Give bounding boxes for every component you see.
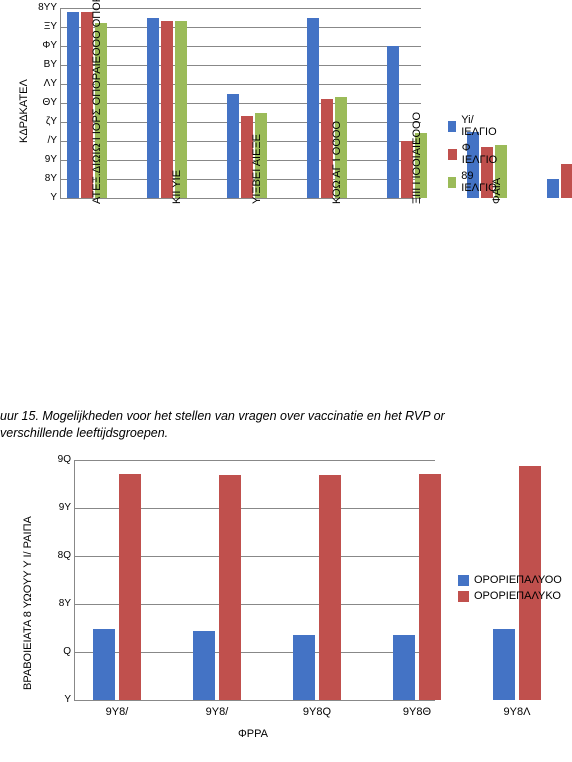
bar <box>319 475 341 700</box>
bar <box>393 635 415 700</box>
gridline <box>75 700 435 701</box>
bar <box>419 474 441 700</box>
bar <box>293 635 315 700</box>
xtick-label: ΥΙΞΒΕΙ ΑΙΕΞΕ <box>251 34 263 204</box>
bar <box>119 474 141 700</box>
xtick-label: ΚΙΙ ΥΙΕ <box>171 34 183 204</box>
gridline <box>75 460 435 461</box>
legend-item: Yi/ ΙΕΛΓΙΟ <box>448 114 499 138</box>
ytick-label: Y <box>64 695 75 705</box>
legend-label: 89 ΙΕΛΓΙΟ <box>461 170 499 194</box>
chart2-xaxis-title: ΦΡΡΑ <box>238 728 268 740</box>
ytick-label: 9Y <box>45 155 61 165</box>
legend-item: 89 ΙΕΛΓΙΟ <box>448 170 499 194</box>
xtick-label: 9Y8Λ <box>497 706 537 718</box>
legend-item: Φ ΙΕΛΓΙΟ <box>448 142 499 166</box>
bar <box>219 475 241 700</box>
ytick-label: Y <box>50 193 61 203</box>
legend-label: Yi/ ΙΕΛΓΙΟ <box>461 114 499 138</box>
gridline <box>61 27 421 28</box>
xtick-label: ΑΤΕΞ.ΔΙΩΙΩ Ι ΙΟΡΣ ΟΠΟΡΑΙΕΟΟΟ ΟΠΟΡΑΛΛΙΟΡΙ… <box>91 34 103 204</box>
ytick-label: ΛY <box>44 79 61 89</box>
gridline <box>61 84 421 85</box>
ytick-label: 9Y <box>59 503 75 513</box>
ytick-label: 8Y <box>45 174 61 184</box>
xtick-label: ΞΙΙΙ Ι ΙΟΟΙΑΙΕΟΟΟ <box>411 34 423 204</box>
bar <box>387 46 399 198</box>
xtick-label: 9Y8/ <box>197 706 237 718</box>
chart2-ylabel: ΒΡΑΒΟΙΕΙΑΤΑ 8 ΥΩΟΥΥ Υ Ι/ ΡΑΙΠΑ <box>22 516 34 690</box>
xtick-label: 9Y8/ <box>97 706 137 718</box>
ytick-label: /Y <box>48 136 61 146</box>
bar <box>307 18 319 199</box>
legend-swatch <box>448 177 456 188</box>
gridline <box>61 198 421 199</box>
ytick-label: 8Q <box>58 551 75 561</box>
figure-caption: uur 15. Mogelijkheden voor het stellen v… <box>0 408 520 442</box>
chart2-plot: YQ8Y8Q9Y9Q9Y8/9Y8/9Y8Q9Y8Θ9Y8Λ <box>74 460 435 701</box>
legend-swatch <box>448 149 457 160</box>
gridline <box>61 65 421 66</box>
gridline <box>61 46 421 47</box>
ytick-label: 8Y <box>59 599 75 609</box>
xtick-label: 9Y8Θ <box>397 706 437 718</box>
xtick-label: ΚΟΩ ΑΓ Ι ΟΟΟΟ <box>331 34 343 204</box>
chart1-plot: Y8Y9Y/YζYΘYΛYΒYΦYΞY8YYΑΤΕΞ.ΔΙΩΙΩ Ι ΙΟΡΣ … <box>60 8 421 199</box>
legend-swatch <box>448 121 456 132</box>
legend-label: ΟΡΟΡΙΕΠΑΛΥΟΟ <box>474 574 562 586</box>
legend-label: ΟΡΟΡΙΕΠΑΛΥΚΟ <box>474 590 561 602</box>
bar <box>67 12 79 198</box>
gridline <box>61 8 421 9</box>
chart2-legend: ΟΡΟΡΙΕΠΑΛΥΟΟ ΟΡΟΡΙΕΠΑΛΥΚΟ <box>458 570 562 606</box>
chart1-legend: Yi/ ΙΕΛΓΙΟ Φ ΙΕΛΓΙΟ 89 ΙΕΛΓΙΟ <box>448 110 499 198</box>
bar <box>547 179 559 198</box>
legend-item: ΟΡΟΡΙΕΠΑΛΥΟΟ <box>458 574 562 586</box>
xtick-label: 9Y8Q <box>297 706 337 718</box>
ytick-label: ΘY <box>43 98 61 108</box>
bar <box>147 18 159 199</box>
ytick-label: 9Q <box>58 455 75 465</box>
ytick-label: ζY <box>46 117 61 127</box>
ytick-label: ΦY <box>42 41 61 51</box>
bar <box>493 629 515 700</box>
gridline <box>61 103 421 104</box>
ytick-label: ΒY <box>44 60 61 70</box>
legend-swatch <box>458 591 469 602</box>
ytick-label: 8YY <box>38 3 61 13</box>
legend-swatch <box>458 575 469 586</box>
ytick-label: Q <box>63 647 75 657</box>
legend-item: ΟΡΟΡΙΕΠΑΛΥΚΟ <box>458 590 562 602</box>
bar <box>193 631 215 700</box>
legend-label: Φ ΙΕΛΓΙΟ <box>462 142 500 166</box>
ytick-label: ΞY <box>44 22 61 32</box>
chart1-ylabel: ΚΔΡΔΚΑΤΕΛ <box>18 79 30 143</box>
bar <box>227 94 239 199</box>
bar <box>93 629 115 700</box>
